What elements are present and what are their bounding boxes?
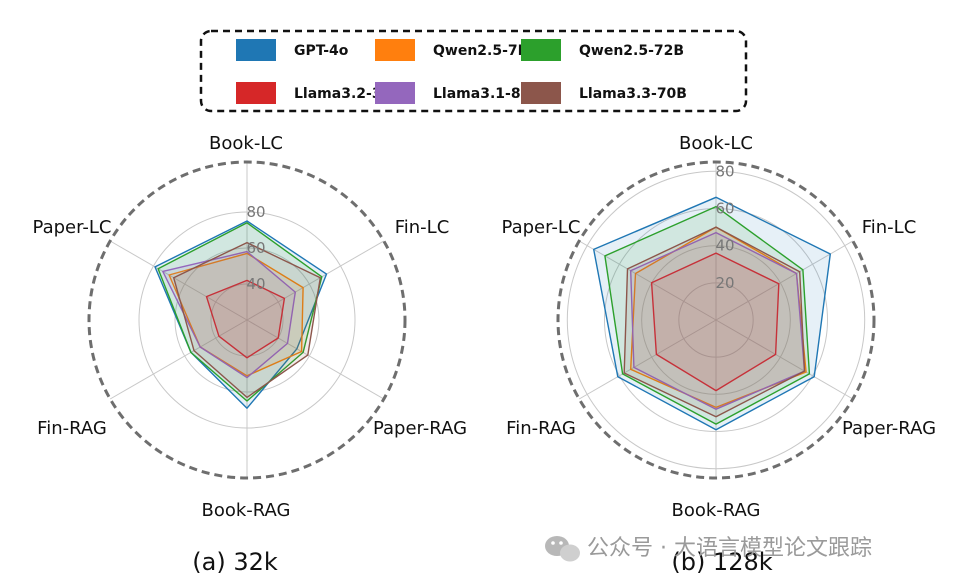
series-llama3-1-8b bbox=[162, 250, 296, 379]
series-llama3-3-70b bbox=[623, 226, 806, 418]
legend-label-gpt-4o: GPT-4o bbox=[294, 43, 349, 59]
axis-spoke bbox=[578, 319, 717, 400]
legend-label-llama3-3-70b: Llama3.3-70B bbox=[579, 86, 687, 102]
axis-spoke bbox=[715, 319, 854, 400]
tick-label: 80 bbox=[246, 203, 265, 221]
legend-label-llama3-1-8b: Llama3.1-8B bbox=[433, 86, 531, 102]
series-llama3-2-3b bbox=[205, 279, 286, 359]
legend-swatch-llama3-2-3b bbox=[236, 82, 276, 104]
legend-swatch-qwen2-5-72b bbox=[521, 39, 561, 61]
caption-128k: (b) 128k bbox=[671, 548, 772, 576]
series-qwen2-5-72b bbox=[157, 222, 323, 402]
radar-chart-128k: 20 40 60 80 Book-LC Fin-LC Paper-RAG Book-RAG Fi… bbox=[502, 133, 936, 521]
axis-label: Book-RAG bbox=[671, 500, 760, 521]
axis-label: Paper-RAG bbox=[373, 418, 467, 439]
series-qwen2-5-72b bbox=[604, 205, 811, 425]
axis-label: Fin-LC bbox=[862, 217, 917, 238]
tick-label: 80 bbox=[715, 162, 734, 180]
tick-label: 40 bbox=[246, 275, 265, 293]
axis-label: Book-RAG bbox=[201, 500, 290, 521]
axis-label: Fin-RAG bbox=[37, 418, 107, 439]
legend-label-qwen2-5-72b: Qwen2.5-72B bbox=[579, 43, 684, 59]
legend-frame bbox=[199, 29, 748, 113]
legend-swatch-gpt-4o bbox=[236, 39, 276, 61]
tick-label: 60 bbox=[715, 199, 734, 217]
axis-label: Paper-LC bbox=[502, 217, 581, 238]
tick-label: 20 bbox=[715, 274, 734, 292]
axis-spoke bbox=[246, 240, 385, 321]
tick-label: 60 bbox=[246, 239, 265, 257]
axis-label: Book-LC bbox=[209, 133, 283, 154]
axis-spoke bbox=[109, 319, 248, 400]
outer-frame bbox=[556, 160, 876, 480]
axis-label: Paper-LC bbox=[33, 217, 112, 238]
series-qwen2-5-7b bbox=[168, 252, 304, 377]
series-llama3-2-3b bbox=[650, 252, 780, 392]
radar-chart-32k: 40 60 80 Book-LC Fin-LC Paper-RAG Book-RAG Fin-… bbox=[33, 133, 467, 521]
caption-32k: (a) 32k bbox=[192, 548, 278, 576]
legend-label-qwen2-5-7b: Qwen2.5-7B bbox=[433, 43, 528, 59]
legend-swatch-qwen2-5-7b bbox=[375, 39, 415, 61]
watermark-text: 公众号 · 大语言模型论文跟踪 bbox=[587, 536, 872, 561]
axis-label: Book-LC bbox=[679, 133, 753, 154]
outer-frame bbox=[87, 160, 407, 480]
legend-label-llama3-2-3b: Llama3.2-3B bbox=[294, 86, 392, 102]
legend: GPT-4o Qwen2.5-7B Qwen2.5-72B Llama3.2-3B Ll… bbox=[199, 29, 748, 113]
axis-spoke bbox=[109, 240, 248, 321]
series-llama3-1-8b bbox=[630, 231, 806, 410]
series-gpt-4o bbox=[154, 220, 328, 409]
axis-label: Paper-RAG bbox=[842, 418, 936, 439]
axis-label: Fin-RAG bbox=[506, 418, 576, 439]
axis-spoke bbox=[246, 319, 385, 400]
series-gpt-4o bbox=[593, 196, 831, 431]
tick-label: 40 bbox=[715, 237, 734, 255]
series-llama3-3-70b bbox=[172, 241, 321, 399]
axis-label: Fin-LC bbox=[395, 217, 450, 238]
legend-swatch-llama3-3-70b bbox=[521, 82, 561, 104]
wechat-icon bbox=[545, 536, 580, 562]
axis-spoke bbox=[578, 240, 717, 321]
legend-swatch-llama3-1-8b bbox=[375, 82, 415, 104]
watermark: 公众号 · 大语言模型论文跟踪 bbox=[545, 536, 872, 562]
